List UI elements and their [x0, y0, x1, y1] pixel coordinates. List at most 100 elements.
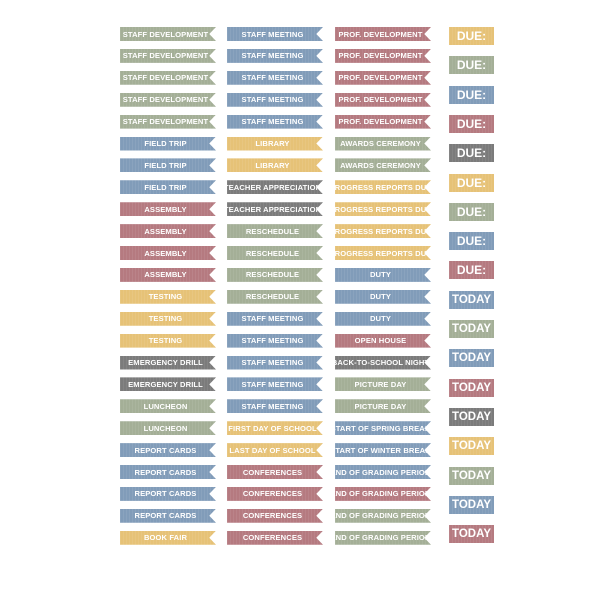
sticker-label: CONFERENCES: [227, 530, 323, 545]
sticker-label: RESCHEDULE: [227, 289, 323, 304]
sticker-label: AWARDS CEREMONY: [335, 158, 431, 173]
sticker-text: TEACHER APPRECIATION: [223, 182, 322, 192]
sticker-text: RESCHEDULE: [245, 248, 300, 258]
sticker-text: CONFERENCES: [242, 467, 303, 477]
sticker-text: CONFERENCES: [242, 511, 303, 521]
sticker-text: STAFF MEETING: [241, 95, 304, 105]
sticker-label: FIRST DAY OF SCHOOL: [227, 421, 323, 436]
sticker-label: RESCHEDULE: [227, 246, 323, 260]
sticker-text: PICTURE DAY: [354, 401, 407, 411]
sticker-label: REPORT CARDS: [120, 486, 216, 501]
sticker-label: AWARDS CEREMONY: [335, 136, 431, 151]
due-tag: DUE:: [449, 27, 494, 45]
sticker-text: START OF WINTER BREAK: [330, 445, 431, 455]
sticker-label: STAFF MEETING: [227, 377, 323, 392]
sticker-text: BACK-TO-SCHOOL NIGHT: [331, 358, 430, 367]
sticker-text: TESTING: [148, 314, 183, 324]
sticker-label: STAFF DEVELOPMENT: [120, 114, 216, 129]
sticker-text: STAFF MEETING: [241, 379, 304, 389]
sticker-text: LIBRARY: [255, 160, 290, 170]
sticker-label: EMERGENCY DRILL: [120, 355, 216, 370]
today-tag: TODAY: [449, 349, 494, 368]
sticker-text: CONFERENCES: [242, 489, 303, 499]
sticker-label: LUNCHEON: [120, 421, 216, 436]
due-tag: DUE:: [449, 56, 494, 75]
sticker-text: EMERGENCY DRILL: [128, 358, 203, 367]
sticker-label: STAFF MEETING: [227, 114, 323, 129]
sticker-label: END OF GRADING PERIOD: [335, 530, 431, 545]
sticker-text: STAFF DEVELOPMENT: [122, 117, 209, 127]
sticker-label: BACK-TO-SCHOOL NIGHT: [331, 355, 431, 370]
sticker-label: CONFERENCES: [227, 465, 323, 479]
sticker-text: STAFF MEETING: [241, 401, 304, 411]
sticker-label: STAFF DEVELOPMENT: [120, 92, 216, 107]
sticker-text: FIELD TRIP: [144, 139, 187, 148]
today-tag: TODAY: [449, 437, 494, 456]
sticker-text: PROGRESS REPORTS DUE: [329, 226, 432, 236]
sticker-text: TEACHER APPRECIATION: [223, 204, 322, 214]
sticker-text: REPORT CARDS: [134, 489, 197, 499]
sticker-text: OPEN HOUSE: [354, 336, 407, 346]
sticker-label: STAFF MEETING: [227, 333, 323, 348]
sticker-label: TESTING: [120, 289, 216, 304]
sticker-text: RESCHEDULE: [245, 226, 300, 236]
sticker-label: EMERGENCY DRILL: [120, 377, 216, 392]
sticker-label: PROF. DEVELOPMENT: [335, 92, 431, 107]
due-tag: DUE:: [449, 232, 494, 251]
sticker-text: END OF GRADING PERIOD: [330, 489, 431, 499]
today-tag: TODAY: [449, 407, 494, 426]
sticker-label: PICTURE DAY: [335, 377, 431, 392]
sticker-label: CONFERENCES: [227, 486, 323, 501]
sticker-label: PROGRESS REPORTS DUE: [335, 224, 431, 239]
sticker-label: REPORT CARDS: [120, 465, 216, 479]
sticker-text: AWARDS CEREMONY: [340, 160, 421, 170]
sticker-label: STAFF MEETING: [227, 355, 323, 370]
sticker-label: START OF SPRING BREAK: [335, 421, 431, 436]
sticker-text: PROF. DEVELOPMENT: [338, 29, 423, 39]
sticker-text: ASSEMBLY: [144, 248, 187, 258]
sticker-text: REPORT CARDS: [134, 511, 197, 521]
today-tag: TODAY: [449, 466, 494, 485]
sticker-label: END OF GRADING PERIOD: [335, 465, 431, 479]
sticker-text: PROF. DEVELOPMENT: [338, 51, 423, 61]
sticker-text: PROGRESS REPORTS DUE: [329, 248, 432, 258]
sticker-label: DUTY: [335, 311, 431, 326]
sticker-text: END OF GRADING PERIOD: [330, 467, 431, 477]
sticker-text: STAFF MEETING: [241, 73, 304, 83]
sticker-text: TESTING: [148, 292, 183, 302]
sticker-label: PROF. DEVELOPMENT: [335, 27, 431, 41]
sticker-text: STAFF DEVELOPMENT: [122, 29, 209, 39]
sticker-text: STAFF MEETING: [241, 29, 304, 39]
sticker-label: START OF WINTER BREAK: [335, 443, 431, 458]
sticker-text: BOOK FAIR: [143, 533, 188, 543]
today-tag: TODAY: [449, 320, 494, 338]
sticker-label: END OF GRADING PERIOD: [335, 486, 431, 501]
due-tag: DUE:: [449, 85, 494, 104]
sticker-label: ASSEMBLY: [120, 202, 216, 217]
due-tag: DUE:: [449, 173, 494, 192]
sticker-label: LUNCHEON: [120, 399, 216, 414]
sticker-label: ASSEMBLY: [120, 267, 216, 282]
sticker-label: ASSEMBLY: [120, 224, 216, 239]
sticker-text: START OF SPRING BREAK: [330, 423, 431, 433]
sticker-text: TESTING: [148, 336, 183, 346]
sticker-label: REPORT CARDS: [120, 443, 216, 458]
sticker-label: ASSEMBLY: [120, 246, 216, 260]
sticker-text: LIBRARY: [255, 139, 290, 148]
sticker-text: FIRST DAY OF SCHOOL: [228, 423, 317, 433]
sticker-label: END OF GRADING PERIOD: [335, 508, 431, 523]
sticker-text: ASSEMBLY: [144, 270, 187, 280]
sticker-label: TESTING: [120, 333, 216, 348]
sticker-text: REPORT CARDS: [134, 467, 197, 477]
sticker-text: STAFF DEVELOPMENT: [122, 51, 209, 61]
sticker-text: CONFERENCES: [242, 533, 303, 543]
sticker-text: END OF GRADING PERIOD: [330, 533, 431, 543]
sticker-label: FIELD TRIP: [120, 158, 216, 173]
sticker-text: PROF. DEVELOPMENT: [338, 117, 423, 127]
today-tag: TODAY: [449, 525, 494, 544]
sticker-label: LIBRARY: [227, 158, 323, 173]
sticker-label: STAFF DEVELOPMENT: [120, 27, 216, 41]
sticker-label: STAFF MEETING: [227, 27, 323, 41]
due-tag: DUE:: [449, 202, 494, 221]
sticker-label: BOOK FAIR: [120, 530, 216, 545]
